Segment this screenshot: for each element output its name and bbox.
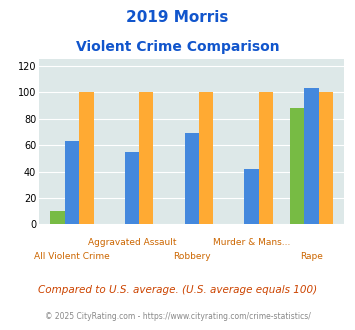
Bar (50, 211, 65, 224)
Text: Compared to U.S. average. (U.S. average equals 100): Compared to U.S. average. (U.S. average … (38, 285, 317, 295)
Bar (65, 141, 79, 224)
Bar (244, 169, 259, 224)
Text: © 2025 CityRating.com - https://www.cityrating.com/crime-statistics/: © 2025 CityRating.com - https://www.city… (45, 312, 310, 321)
Bar (139, 92, 153, 224)
Bar (199, 92, 213, 224)
Text: Rape: Rape (300, 252, 323, 261)
Bar (290, 108, 304, 224)
Text: 2019 Morris: 2019 Morris (126, 10, 229, 25)
Bar (185, 133, 199, 224)
Text: Aggravated Assault: Aggravated Assault (88, 238, 176, 247)
Legend: Morris, Minnesota, National: Morris, Minnesota, National (45, 326, 338, 330)
Text: All Violent Crime: All Violent Crime (34, 252, 110, 261)
Bar (318, 92, 333, 224)
Bar (79, 92, 93, 224)
Text: Violent Crime Comparison: Violent Crime Comparison (76, 40, 279, 53)
Bar (259, 92, 273, 224)
Bar (304, 88, 318, 224)
Text: Robbery: Robbery (173, 252, 211, 261)
Text: Murder & Mans...: Murder & Mans... (213, 238, 290, 247)
Bar (125, 152, 139, 224)
